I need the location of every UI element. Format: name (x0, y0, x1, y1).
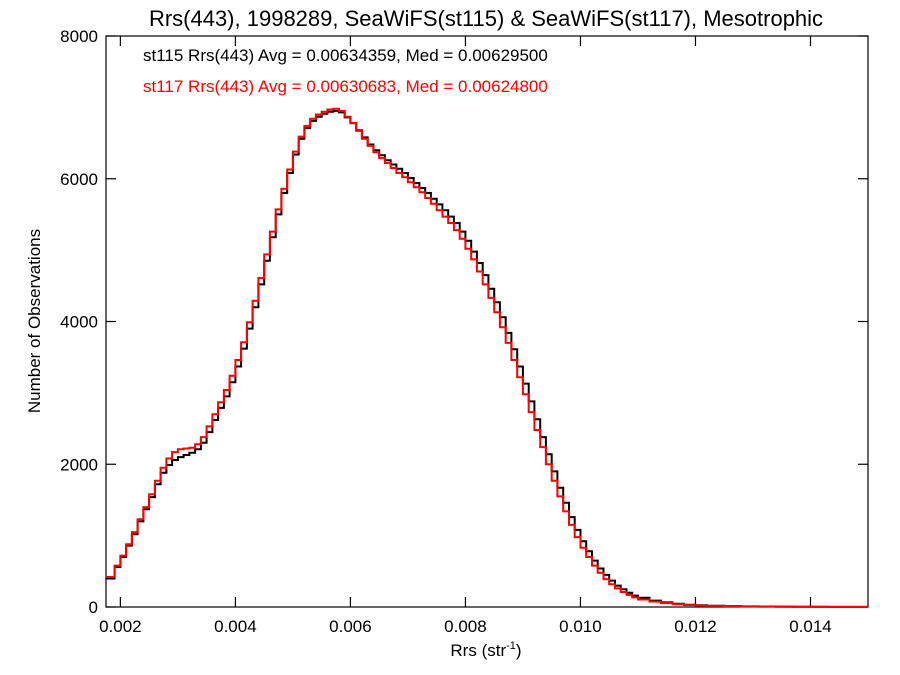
legend: st115 Rrs(443) Avg = 0.00634359, Med = 0… (143, 46, 548, 96)
axis-tick-labels: 0.002 0.004 0.006 0.008 0.010 0.012 0.014 0 2000… (60, 27, 832, 636)
x-axis-label-main: Rrs (str (450, 641, 506, 660)
x-tick-label: 0.004 (214, 617, 257, 636)
y-tick-label: 6000 (60, 170, 98, 189)
y-axis-label: Number of Observations (25, 229, 44, 413)
x-tick-label: 0.014 (789, 617, 832, 636)
x-tick-label: 0.006 (329, 617, 372, 636)
y-tick-label: 8000 (60, 27, 98, 46)
x-axis-label-tail: ) (516, 641, 522, 660)
series-line-0 (106, 109, 868, 608)
x-tick-label: 0.008 (444, 617, 487, 636)
x-axis-label: Rrs (str-1) (450, 640, 521, 660)
series-line-1 (106, 107, 868, 608)
x-axis-label-sup: -1 (506, 640, 516, 652)
plot-frame (105, 35, 869, 608)
series-layer (106, 107, 868, 608)
legend-entry-st117: st117 Rrs(443) Avg = 0.00630683, Med = 0… (143, 77, 548, 96)
plot-border (105, 35, 869, 608)
axis-ticks (106, 35, 868, 608)
x-tick-label: 0.002 (99, 617, 142, 636)
x-tick-label: 0.010 (559, 617, 602, 636)
y-tick-label: 0 (89, 598, 98, 617)
chart-title: Rrs(443), 1998289, SeaWiFS(st115) & SeaW… (149, 6, 823, 31)
legend-entry-st115: st115 Rrs(443) Avg = 0.00634359, Med = 0… (143, 46, 548, 65)
y-tick-label: 2000 (60, 455, 98, 474)
x-tick-label: 0.012 (674, 617, 717, 636)
y-tick-label: 4000 (60, 313, 98, 332)
